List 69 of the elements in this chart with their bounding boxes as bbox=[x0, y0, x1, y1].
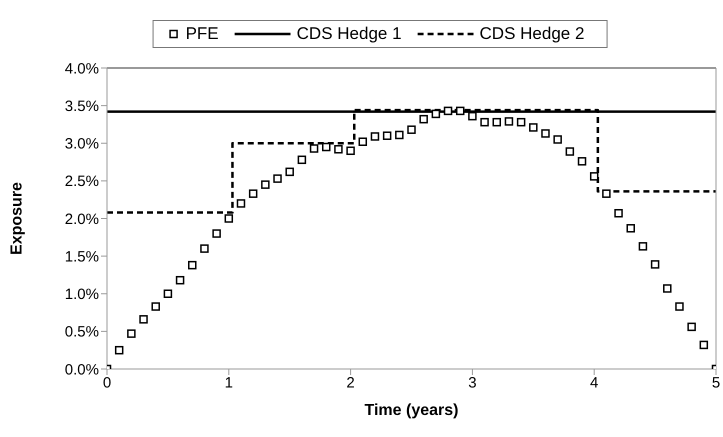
point bbox=[151, 302, 160, 311]
x-tick-label: 0 bbox=[102, 374, 112, 392]
point bbox=[444, 106, 452, 116]
point bbox=[188, 260, 197, 270]
point bbox=[200, 244, 209, 253]
point bbox=[492, 118, 502, 126]
point bbox=[529, 123, 538, 132]
point bbox=[638, 242, 648, 251]
point bbox=[370, 132, 380, 141]
point bbox=[614, 208, 623, 218]
point bbox=[395, 130, 404, 140]
y-tick-label: 2.0% bbox=[64, 210, 99, 228]
point bbox=[382, 131, 392, 140]
point bbox=[358, 137, 368, 146]
point bbox=[334, 145, 343, 154]
point bbox=[419, 114, 428, 124]
x-tick-label: 4 bbox=[590, 374, 598, 392]
point bbox=[322, 142, 330, 152]
point bbox=[298, 156, 306, 164]
point bbox=[346, 146, 355, 156]
point bbox=[650, 260, 660, 269]
point bbox=[261, 180, 270, 189]
point bbox=[480, 118, 489, 126]
point bbox=[139, 315, 148, 324]
point bbox=[114, 346, 124, 354]
point bbox=[468, 112, 477, 120]
point bbox=[176, 276, 184, 284]
y-tick-label: 0.0% bbox=[64, 361, 99, 378]
point bbox=[566, 147, 574, 156]
point bbox=[285, 168, 294, 176]
y-tick-label: 3.0% bbox=[64, 136, 99, 153]
point bbox=[164, 290, 172, 298]
y-tick-label: 1.0% bbox=[64, 286, 99, 304]
legend-label: PFE bbox=[186, 24, 219, 44]
legend-label: CDS Hedge 2 bbox=[480, 24, 584, 44]
point bbox=[310, 144, 318, 153]
y-tick-label: 3.5% bbox=[64, 98, 99, 115]
point bbox=[248, 189, 258, 198]
point bbox=[273, 174, 282, 183]
point bbox=[407, 125, 416, 134]
x-tick-label: 5 bbox=[712, 374, 720, 392]
point bbox=[578, 157, 586, 166]
point bbox=[700, 340, 708, 350]
y-tick-label: 4.0% bbox=[64, 60, 99, 78]
point bbox=[456, 106, 464, 116]
point bbox=[432, 110, 440, 118]
point bbox=[675, 302, 684, 311]
point bbox=[212, 229, 221, 238]
legend-label: CDS Hedge 1 bbox=[296, 24, 402, 44]
x-axis-title: Time (years) bbox=[364, 402, 458, 419]
x-tick-label: 3 bbox=[468, 374, 477, 392]
point bbox=[516, 118, 526, 126]
x-tick-label: 2 bbox=[346, 374, 355, 392]
y-tick-label: 1.5% bbox=[64, 248, 99, 266]
y-tick-label: 0.5% bbox=[64, 324, 99, 341]
y-axis-title: Exposure bbox=[8, 182, 26, 255]
x-tick-label: 1 bbox=[224, 374, 233, 392]
y-tick-label: 2.5% bbox=[64, 173, 99, 190]
point bbox=[602, 189, 611, 198]
point bbox=[663, 284, 672, 293]
point bbox=[553, 135, 562, 144]
point bbox=[504, 117, 514, 126]
point bbox=[236, 199, 246, 208]
point bbox=[626, 224, 635, 233]
point bbox=[127, 329, 136, 338]
point bbox=[224, 214, 234, 223]
point bbox=[687, 322, 696, 332]
point bbox=[541, 129, 550, 138]
point bbox=[590, 172, 598, 181]
